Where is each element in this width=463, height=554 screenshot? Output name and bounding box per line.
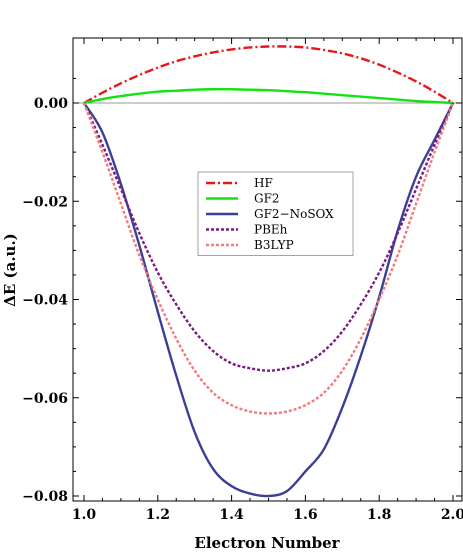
x-tick-label: 1.0 [72, 507, 97, 523]
y-tick-label: −0.04 [22, 293, 68, 309]
series-line-1 [83, 87, 454, 105]
series-layer [82, 45, 455, 498]
legend-label-3: PBEh [254, 223, 288, 237]
series-line-3 [82, 102, 455, 372]
x-tick-label: 1.8 [367, 507, 391, 523]
y-tick-label: 0.00 [34, 96, 68, 112]
series-line-4 [82, 102, 455, 415]
y-axis-label: ΔE (a.u.) [1, 233, 19, 307]
y-tick-label: −0.06 [22, 391, 68, 407]
y-tick-label: −0.08 [22, 489, 68, 505]
legend-label-0: HF [254, 176, 273, 190]
x-tick-label: 2.0 [441, 507, 463, 523]
legend-label-2: GF2−NoSOX [254, 207, 334, 221]
x-tick-label: 1.4 [219, 507, 244, 523]
series-line-0 [83, 45, 454, 105]
plot-frame [72, 37, 463, 502]
legend-label-4: B3LYP [254, 238, 294, 252]
series-line-2 [82, 102, 455, 498]
y-tick-label: −0.02 [22, 194, 68, 210]
x-axis-label: Electron Number [194, 534, 340, 552]
legend-label-1: GF2 [254, 192, 280, 206]
x-tick-label: 1.6 [293, 507, 317, 523]
ticks-layer: 1.0 1.2 1.4 1.6 1.8 2.0 0.00 −0.02 −0.04 −0.06 −0.… [22, 38, 463, 523]
x-tick-label: 1.2 [146, 507, 170, 523]
